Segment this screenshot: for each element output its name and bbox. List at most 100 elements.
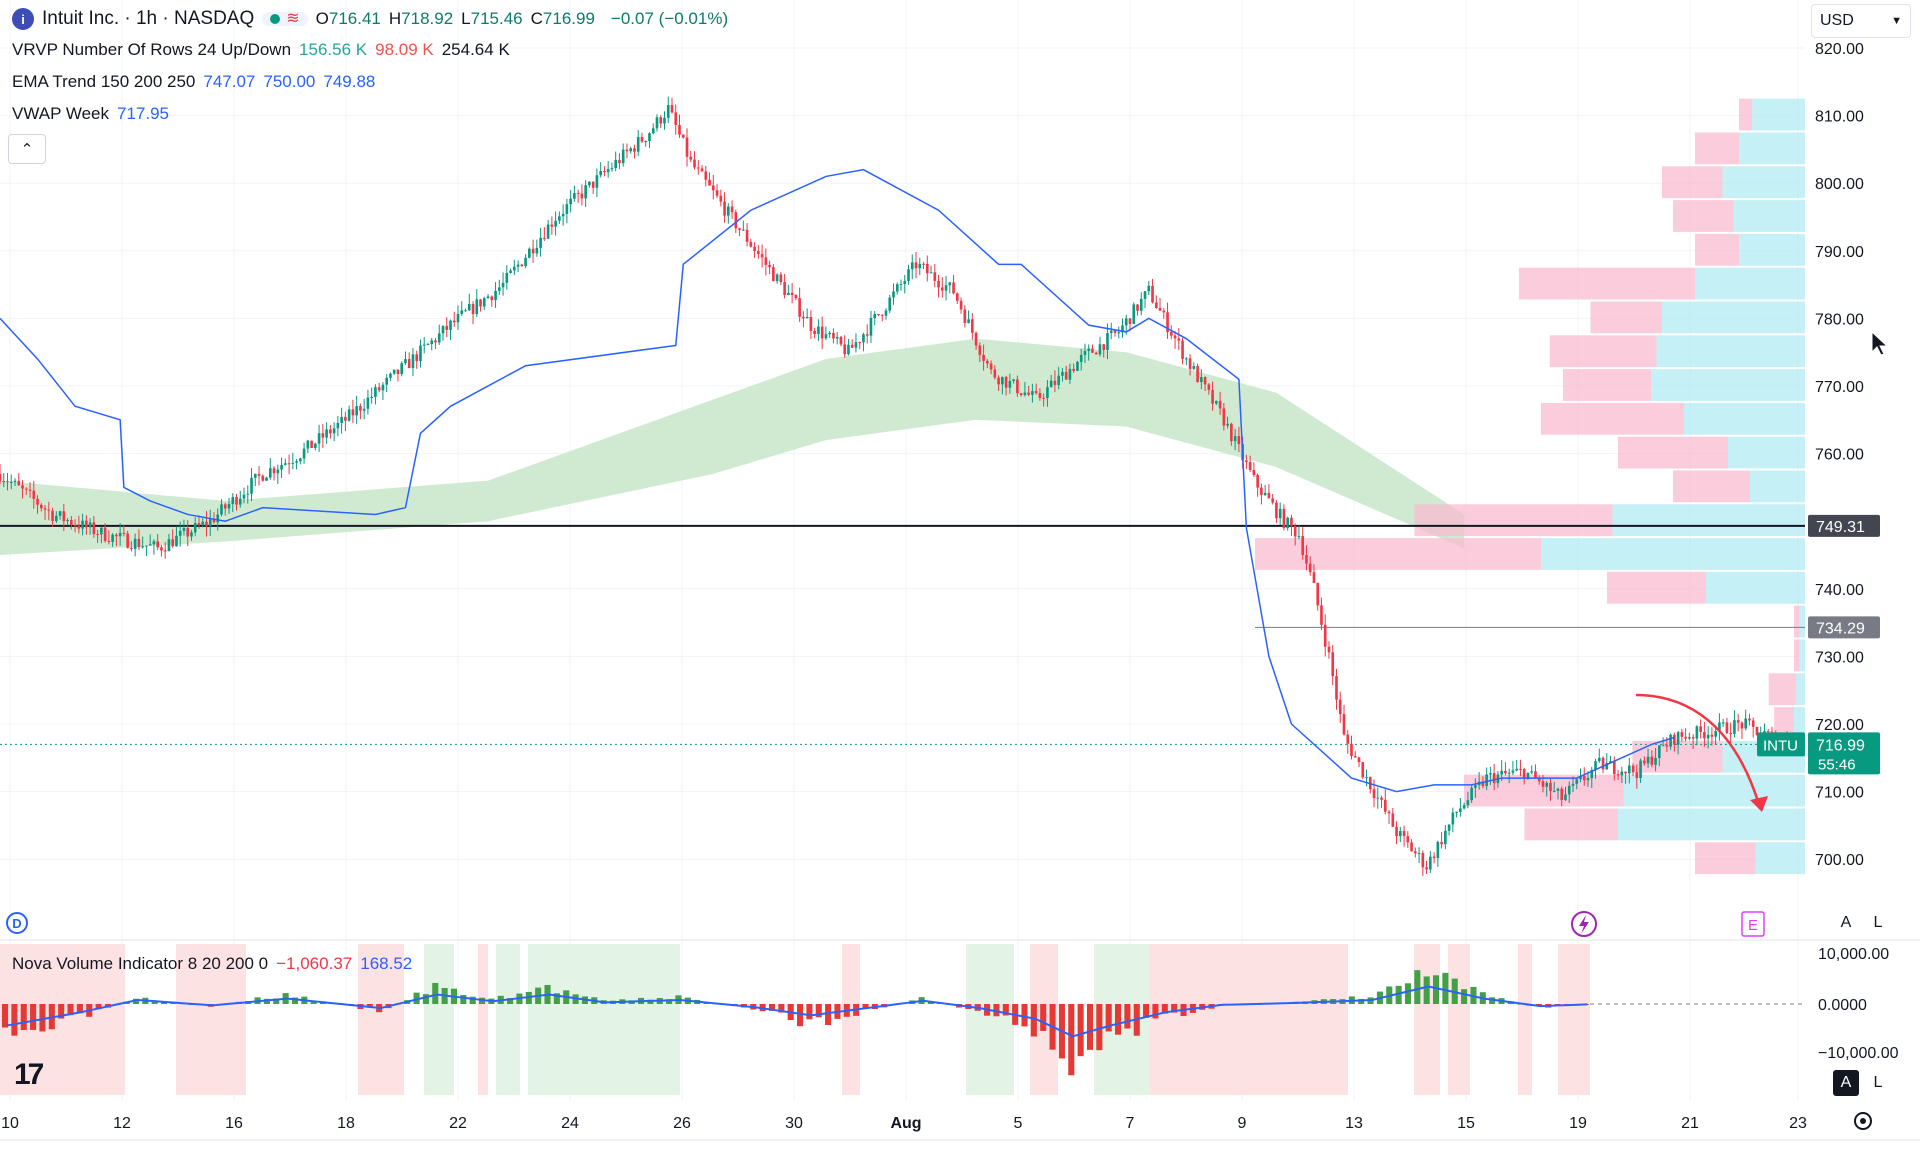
nova-bar-49	[460, 994, 467, 1004]
currency-select[interactable]: USD ▼	[1811, 4, 1911, 38]
candle-body-61	[227, 503, 231, 509]
candle-body-252	[944, 285, 948, 291]
candle-body-428	[1605, 763, 1609, 770]
candle-body-86	[321, 433, 325, 438]
candle-body-123	[460, 310, 464, 314]
candle-body-58	[216, 514, 220, 523]
candle-body-157	[588, 181, 591, 186]
candle-body-419	[1571, 783, 1575, 786]
candle-body-269	[1008, 381, 1012, 388]
last-price-value: 716.99	[1816, 737, 1865, 754]
log-scale-button[interactable]: L	[1873, 914, 1883, 931]
candle-body-350	[1312, 572, 1316, 584]
auto-scale-button[interactable]: A	[1840, 914, 1852, 931]
candle-body-203	[760, 254, 764, 258]
ema-value-2: 750.00	[263, 72, 316, 91]
candle-body-448	[1680, 732, 1684, 737]
ema-legend[interactable]: EMA Trend 150 200 250 747.07 750.00 749.…	[12, 72, 375, 92]
candle-body-202	[757, 251, 760, 255]
vp-row-up-10	[1728, 436, 1805, 469]
candle-body-128	[479, 299, 482, 307]
nova-auto-scale-button[interactable]: A	[1833, 1070, 1859, 1096]
candle-body-259	[971, 319, 974, 333]
vwap-line	[0, 168, 1675, 793]
candle-body-56	[208, 519, 212, 526]
candle-body-49	[182, 527, 186, 531]
candle-body-62	[231, 497, 235, 504]
vp-row-down-19	[1632, 740, 1723, 773]
candle-body-35	[130, 547, 133, 549]
candle-body-455	[1706, 734, 1710, 739]
ohlc-value-h: 718.92	[401, 9, 454, 28]
candle-body-32	[118, 532, 122, 537]
candle-body-336	[1260, 487, 1263, 495]
vwap-value: 717.95	[117, 104, 169, 123]
vrvp-legend[interactable]: VRVP Number Of Rows 24 Up/Down 156.56 K …	[12, 40, 510, 60]
nova-legend[interactable]: Nova Volume Indicator 8 20 200 0 −1,060.…	[12, 954, 412, 974]
candle-body-266	[997, 377, 1000, 385]
vp-row-down-18	[1774, 707, 1794, 739]
candle-body-261	[978, 345, 982, 355]
candle-body-274	[1027, 392, 1030, 395]
earnings-marker-box	[1741, 911, 1765, 937]
candle-body-449	[1684, 736, 1687, 739]
candle-body-422	[1582, 776, 1586, 781]
market-status-pill[interactable]: ≋	[262, 11, 308, 27]
candle-body-215	[805, 316, 809, 319]
candle-body-337	[1263, 492, 1267, 495]
candle-body-282	[1057, 375, 1060, 385]
time-tick-label: 23	[1789, 1115, 1807, 1132]
candle-body-140	[524, 257, 527, 267]
candle-body-77	[287, 463, 291, 465]
candle-body-360	[1350, 743, 1353, 757]
candle-body-142	[531, 248, 535, 254]
nova-bar-124	[1161, 1004, 1168, 1014]
candle-body-471	[1766, 731, 1770, 733]
dividend-marker[interactable]: D	[6, 912, 28, 934]
vp-row-up-8	[1651, 369, 1805, 401]
symbol-title[interactable]: Intuit Inc. · 1h · NASDAQ	[42, 8, 255, 29]
time-tick-label: 24	[561, 1115, 579, 1132]
candle-body-149	[558, 216, 561, 221]
candle-body-233	[873, 314, 877, 319]
price-tick-label: 700.00	[1815, 852, 1864, 869]
vp-row-down-7	[1549, 335, 1657, 368]
candle-body-346	[1297, 536, 1301, 538]
vp-row-up-17	[1796, 673, 1805, 706]
nova-log-scale-button[interactable]: L	[1873, 1074, 1883, 1091]
candle-body-313	[1173, 335, 1177, 339]
price-tick-label: 710.00	[1815, 785, 1864, 802]
candle-body-409	[1534, 771, 1537, 779]
candle-body-126	[471, 304, 475, 315]
candle-body-443	[1661, 745, 1665, 747]
candle-body-357	[1338, 699, 1342, 715]
vwap-legend[interactable]: VWAP Week 717.95	[12, 104, 169, 124]
candle-body-312	[1169, 332, 1173, 336]
candle-body-418	[1567, 785, 1571, 795]
candle-body-375	[1406, 836, 1410, 843]
candle-body-153	[573, 193, 576, 199]
candle-body-182	[681, 134, 685, 138]
candle-body-1	[2, 481, 6, 483]
candle-body-253	[948, 282, 952, 286]
vp-row-down-3	[1673, 200, 1734, 232]
time-tick-label: 18	[337, 1115, 355, 1132]
candle-body-109	[407, 359, 411, 369]
candle-body-423	[1586, 778, 1590, 781]
candle-body-183	[685, 137, 689, 157]
time-tick-label: 16	[225, 1115, 243, 1132]
candle-body-380	[1425, 867, 1428, 870]
candle-body-71	[265, 477, 268, 481]
nova-bar-122	[1143, 1004, 1150, 1018]
candle-body-188	[704, 171, 708, 180]
candle-body-387	[1451, 812, 1455, 825]
collapse-legend-button[interactable]: ⌃	[8, 134, 46, 164]
candle-body-457	[1714, 731, 1717, 737]
candle-body-135	[505, 272, 509, 283]
time-tick-label: 13	[1345, 1115, 1363, 1132]
candle-body-17	[62, 511, 66, 522]
tradingview-logo[interactable]: 17	[14, 1058, 44, 1091]
candle-body-229	[858, 342, 862, 344]
nova-bar-45	[422, 994, 429, 1004]
